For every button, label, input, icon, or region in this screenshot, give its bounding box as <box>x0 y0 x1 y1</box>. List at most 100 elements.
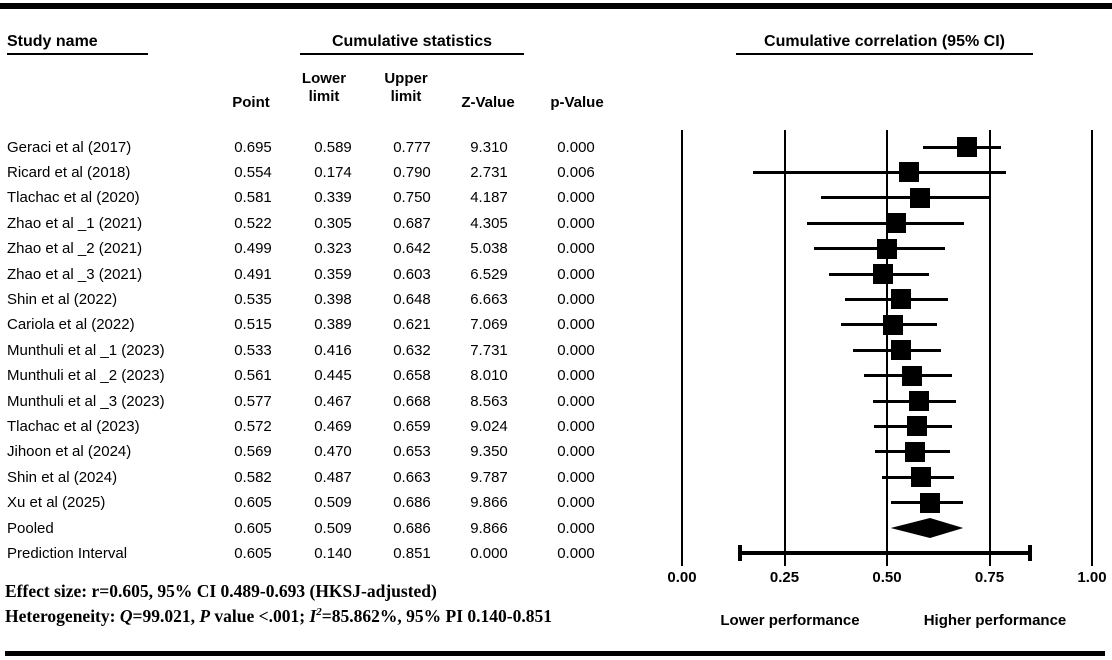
study-name: Cariola et al (2022) <box>7 316 135 334</box>
cell-value: 0.589 <box>314 138 352 156</box>
cell-value: 0.140 <box>314 544 352 562</box>
gridline <box>988 130 991 566</box>
cell-value: 0.000 <box>557 316 595 334</box>
table-row: Jihoon et al (2024) 0.569 0.470 0.653 9.350 0… <box>0 439 660 464</box>
point-marker <box>899 162 920 183</box>
cell-value: 0.750 <box>393 189 431 207</box>
table-row: Pooled 0.605 0.509 0.686 9.866 0.000 <box>0 516 660 541</box>
cell-value: 6.663 <box>470 290 508 308</box>
cell-value: 0.509 <box>314 519 352 537</box>
cell-value: 0.000 <box>557 544 595 562</box>
cell-value: 0.416 <box>314 341 352 359</box>
gridline <box>681 130 683 566</box>
cell-value: 0.000 <box>557 240 595 258</box>
heterogeneity-note: Heterogeneity: Q=99.021, P value <.001; … <box>5 606 552 627</box>
point-marker <box>873 264 894 284</box>
cell-value: 4.305 <box>470 214 508 232</box>
heterogeneity-text-segment: value <.001; <box>210 606 310 626</box>
table-row: Munthuli et al _3 (2023) 0.577 0.467 0.668 8… <box>0 389 660 414</box>
column-header-z-value: Z-Value <box>461 94 515 111</box>
heterogeneity-text-segment: I <box>309 606 317 626</box>
cell-value: 0.323 <box>314 240 352 258</box>
cell-value: 0.695 <box>234 138 272 156</box>
prediction-interval-cap-right <box>1027 545 1032 562</box>
cell-value: 7.731 <box>470 341 508 359</box>
cell-value: 9.787 <box>470 468 508 486</box>
cell-value: 0.790 <box>393 163 431 181</box>
cell-value: 0.000 <box>557 417 595 435</box>
cell-value: 0.535 <box>234 290 272 308</box>
study-name: Shin et al (2022) <box>7 290 118 308</box>
cumulative-correlation-header: Cumulative correlation (95% CI) <box>736 31 1033 55</box>
table-row: Munthuli et al _2 (2023) 0.561 0.445 0.658 8… <box>0 363 660 388</box>
cell-value: 0.659 <box>393 417 431 435</box>
ci-line <box>753 170 1006 174</box>
cell-value: 0.632 <box>393 341 431 359</box>
cell-value: 0.582 <box>234 468 272 486</box>
cell-value: 0.648 <box>393 290 431 308</box>
cell-value: 0.000 <box>557 443 595 461</box>
pooled-diamond <box>890 518 964 538</box>
cell-value: 0.509 <box>314 494 352 512</box>
cell-value: 9.866 <box>470 519 508 537</box>
study-name: Munthuli et al _2 (2023) <box>7 367 165 385</box>
cell-value: 0.000 <box>557 265 595 283</box>
cell-value: 9.866 <box>470 494 508 512</box>
cell-value: 0.000 <box>557 519 595 537</box>
cell-value: 0.339 <box>314 189 352 207</box>
cell-value: 0.554 <box>234 163 272 181</box>
cell-value: 0.389 <box>314 316 352 334</box>
cell-value: 6.529 <box>470 265 508 283</box>
x-tick-label: 0.00 <box>667 569 697 586</box>
cell-value: 0.467 <box>314 392 352 410</box>
cell-value: 0.174 <box>314 163 352 181</box>
x-tick-label: 0.50 <box>872 569 902 586</box>
cell-value: 0.605 <box>234 544 272 562</box>
cell-value: 0.581 <box>234 189 272 207</box>
point-marker <box>910 187 931 208</box>
heterogeneity-text-segment: =99.021, <box>132 606 200 626</box>
cell-value: 0.487 <box>314 468 352 486</box>
cell-value: 0.572 <box>234 417 272 435</box>
point-marker <box>956 137 977 157</box>
study-name: Zhao et al _1 (2021) <box>7 214 143 232</box>
gridline <box>886 130 888 566</box>
cell-value: 0.668 <box>393 392 431 410</box>
cell-value: 0.305 <box>314 214 352 232</box>
cell-value: 0.000 <box>470 544 508 562</box>
prediction-interval-cap-left <box>738 545 743 562</box>
table-row: Ricard et al (2018) 0.554 0.174 0.790 2.731 0… <box>0 160 660 185</box>
cell-value: 0.605 <box>234 519 272 537</box>
x-tick-label: 1.00 <box>1077 569 1107 586</box>
column-header-point: Point <box>232 94 270 111</box>
point-marker <box>883 314 904 335</box>
cell-value: 0.658 <box>393 367 431 385</box>
column-header-lower-limit: Lower limit <box>301 70 347 105</box>
study-name: Jihoon et al (2024) <box>7 443 132 461</box>
point-marker <box>920 492 941 513</box>
x-tick-label: 0.25 <box>769 569 800 586</box>
study-name: Munthuli et al _3 (2023) <box>7 392 165 410</box>
cell-value: 5.038 <box>470 240 508 258</box>
cell-value: 0.577 <box>234 392 272 410</box>
table-row: Munthuli et al _1 (2023) 0.533 0.416 0.632 7… <box>0 338 660 363</box>
study-name: Munthuli et al _1 (2023) <box>7 341 165 359</box>
cell-value: 8.010 <box>470 367 508 385</box>
cell-value: 0.000 <box>557 367 595 385</box>
point-marker <box>876 238 897 259</box>
top-rule <box>0 3 1112 9</box>
gridline <box>1091 130 1093 566</box>
table-row: Tlachac et al (2020) 0.581 0.339 0.750 4.187… <box>0 185 660 210</box>
cell-value: 0.605 <box>234 494 272 512</box>
cell-value: 0.621 <box>393 316 431 334</box>
cell-value: 0.445 <box>314 367 352 385</box>
cell-value: 0.000 <box>557 392 595 410</box>
cell-value: 0.686 <box>393 494 431 512</box>
cell-value: 0.000 <box>557 341 595 359</box>
table-row: Zhao et al _1 (2021) 0.522 0.305 0.687 4.305… <box>0 211 660 236</box>
cell-value: 0.000 <box>557 189 595 207</box>
heterogeneity-text-segment: Heterogeneity: <box>5 606 120 626</box>
heterogeneity-text-segment: Q <box>119 606 133 626</box>
study-name: Tlachac et al (2023) <box>7 417 140 435</box>
point-marker <box>908 391 929 411</box>
